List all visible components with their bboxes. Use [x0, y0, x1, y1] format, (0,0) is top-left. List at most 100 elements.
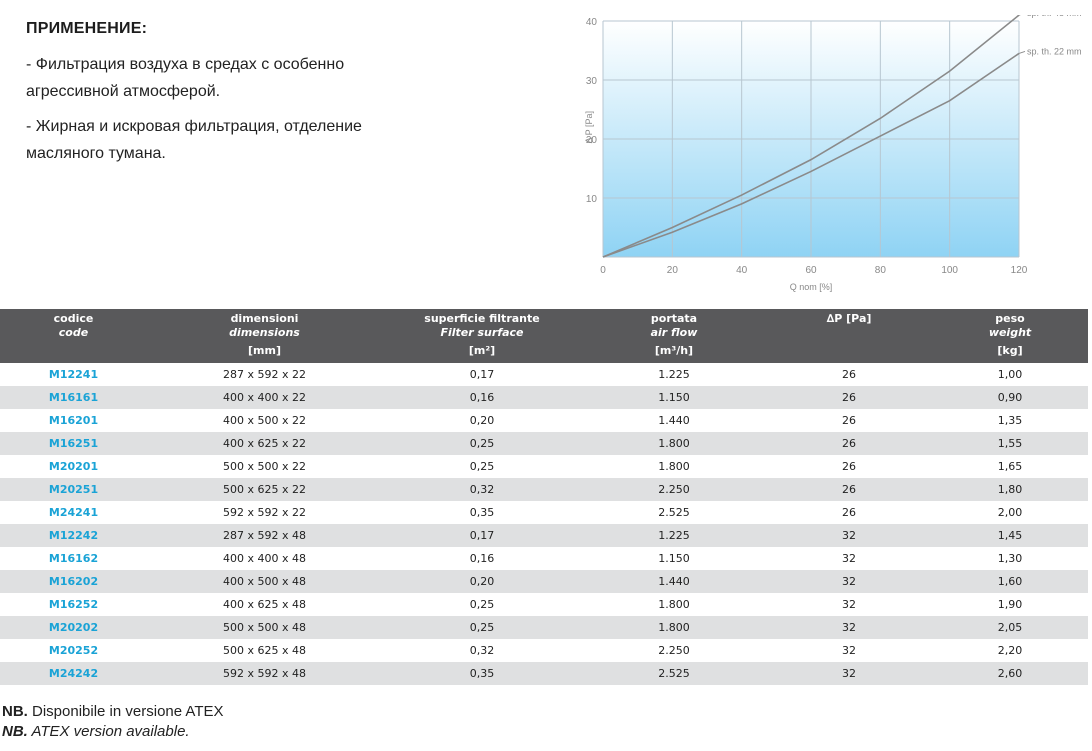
y-tick-label: 20 — [586, 135, 598, 146]
product-code: M12241 — [48, 368, 99, 381]
table-cell: 2,00 — [997, 506, 1023, 519]
table-cell: 0,35 — [382, 662, 582, 685]
table-row: M12242 287 x 592 x 48 0,17 1.225 32 1,45 — [0, 524, 1088, 547]
table-cell: 0,20 — [469, 414, 495, 427]
table-cell: 32 — [842, 552, 856, 565]
table-cell: 26 — [842, 460, 856, 473]
table-cell: 1,60 — [932, 570, 1088, 593]
table-cell: 32 — [766, 616, 932, 639]
table-cell: 0,16 — [469, 552, 495, 565]
table-cell: 0,20 — [382, 570, 582, 593]
table-cell: 32 — [842, 598, 856, 611]
table-cell: 2.250 — [582, 478, 766, 501]
table-cell: 0,17 — [469, 368, 495, 381]
table-row: M16162 400 x 400 x 48 0,16 1.150 32 1,30 — [0, 547, 1088, 570]
product-code: M16162 — [48, 552, 99, 565]
x-tick-label: 80 — [875, 265, 887, 276]
column-header-it: ∆P [Pa] — [826, 312, 872, 325]
table-cell: 1,30 — [997, 552, 1023, 565]
table-cell: 287 x 592 x 22 — [223, 368, 306, 381]
series-line — [602, 52, 1020, 258]
table-cell: 1,65 — [997, 460, 1023, 473]
table-cell: 287 x 592 x 48 — [147, 524, 382, 547]
y-tick-label: 40 — [586, 17, 598, 28]
product-code: M16161 — [0, 386, 147, 409]
table-cell: 26 — [842, 368, 856, 381]
column-unit: [mm] — [147, 340, 382, 363]
table-row: M20201 500 x 500 x 22 0,25 1.800 26 1,65 — [0, 455, 1088, 478]
column-header: ∆P [Pa] — [766, 309, 932, 340]
table-cell: 32 — [842, 644, 856, 657]
table-cell: 32 — [766, 524, 932, 547]
table-row: M16252 400 x 625 x 48 0,25 1.800 32 1,90 — [0, 593, 1088, 616]
table-cell: 2.250 — [658, 644, 690, 657]
table-cell: 1,45 — [932, 524, 1088, 547]
table-cell: 400 x 500 x 22 — [223, 414, 306, 427]
nb-text-en: ATEX version available. — [27, 723, 190, 740]
product-table: codice code dimensioni dimensions superficie… — [0, 309, 1088, 685]
application-bullet-2: - Жирная и искровая фильтрация, отделени… — [26, 118, 362, 162]
series-label: sp. th. 22 mm — [1027, 46, 1082, 56]
product-code: M16252 — [48, 598, 99, 611]
column-header-it: peso — [995, 312, 1025, 325]
table-cell: 1,80 — [932, 478, 1088, 501]
y-axis-label: Δ P [Pa] — [584, 111, 594, 143]
column-unit: [m³/h] — [582, 340, 766, 363]
table-cell: 0,25 — [469, 598, 495, 611]
series-label: sp. th. 48 mm — [1027, 15, 1082, 18]
nb-label: NB. — [2, 703, 28, 720]
table-cell: 0,25 — [382, 616, 582, 639]
table-row: M20202 500 x 500 x 48 0,25 1.800 32 2,05 — [0, 616, 1088, 639]
table-cell: 1.440 — [582, 570, 766, 593]
table-cell: 1,90 — [997, 598, 1023, 611]
column-header: portata air flow — [582, 309, 766, 340]
column-header-en: dimensions — [229, 326, 300, 339]
nb-text-it: Disponibile in versione ATEX — [27, 703, 224, 720]
atex-note-en: NB. ATEX version available. — [2, 723, 190, 740]
series-line — [602, 15, 1020, 258]
column-unit — [0, 340, 147, 363]
column-header-it: superficie filtrante — [424, 312, 540, 325]
table-row: M16161 400 x 400 x 22 0,16 1.150 26 0,90 — [0, 386, 1088, 409]
column-header-it: codice — [53, 312, 94, 325]
table-cell: 0,16 — [382, 386, 582, 409]
table-cell: 32 — [766, 570, 932, 593]
table-cell: 0,32 — [382, 478, 582, 501]
table-cell: 0,17 — [382, 524, 582, 547]
column-header-en: weight — [988, 326, 1032, 339]
table-cell: 592 x 592 x 48 — [147, 662, 382, 685]
table-cell: 0,25 — [469, 460, 495, 473]
application-bullet-1: - Фильтрация воздуха в средах с особенно… — [26, 56, 345, 100]
column-header: peso weight — [932, 309, 1088, 340]
table-row: M16251 400 x 625 x 22 0,25 1.800 26 1,55 — [0, 432, 1088, 455]
y-tick-label: 30 — [586, 76, 598, 87]
table-cell: 1.800 — [658, 598, 690, 611]
table-cell: 500 x 625 x 48 — [223, 644, 306, 657]
column-header-it: dimensioni — [230, 312, 299, 325]
product-code: M24242 — [0, 662, 147, 685]
column-header-it: portata — [650, 312, 698, 325]
product-code: M20252 — [48, 644, 99, 657]
table-cell: 26 — [766, 386, 932, 409]
table-cell: 26 — [766, 432, 932, 455]
product-code: M12242 — [0, 524, 147, 547]
x-tick-label: 20 — [667, 265, 679, 276]
table-cell: 500 x 500 x 48 — [147, 616, 382, 639]
table-cell: 1.225 — [658, 368, 690, 381]
x-tick-label: 40 — [736, 265, 748, 276]
table-cell: 1,00 — [997, 368, 1023, 381]
table-cell: 2.525 — [658, 506, 690, 519]
pressure-drop-chart: 0 20 40 60 80 100 120 10 20 30 40 sp. th. 48 mm sp… — [584, 15, 1082, 292]
table-cell: 400 x 625 x 48 — [223, 598, 306, 611]
table-row: M20252 500 x 625 x 48 0,32 2.250 32 2,20 — [0, 639, 1088, 662]
table-cell: 26 — [842, 414, 856, 427]
table-cell: 1.225 — [582, 524, 766, 547]
product-code: M20251 — [0, 478, 147, 501]
table-row: M16202 400 x 500 x 48 0,20 1.440 32 1,60 — [0, 570, 1088, 593]
column-unit: [m²] — [382, 340, 582, 363]
x-tick-label: 120 — [1011, 265, 1028, 276]
table-row: M12241 287 x 592 x 22 0,17 1.225 26 1,00 — [0, 363, 1088, 386]
table-cell: 2,05 — [932, 616, 1088, 639]
table-cell: 26 — [766, 478, 932, 501]
product-code: M16202 — [0, 570, 147, 593]
